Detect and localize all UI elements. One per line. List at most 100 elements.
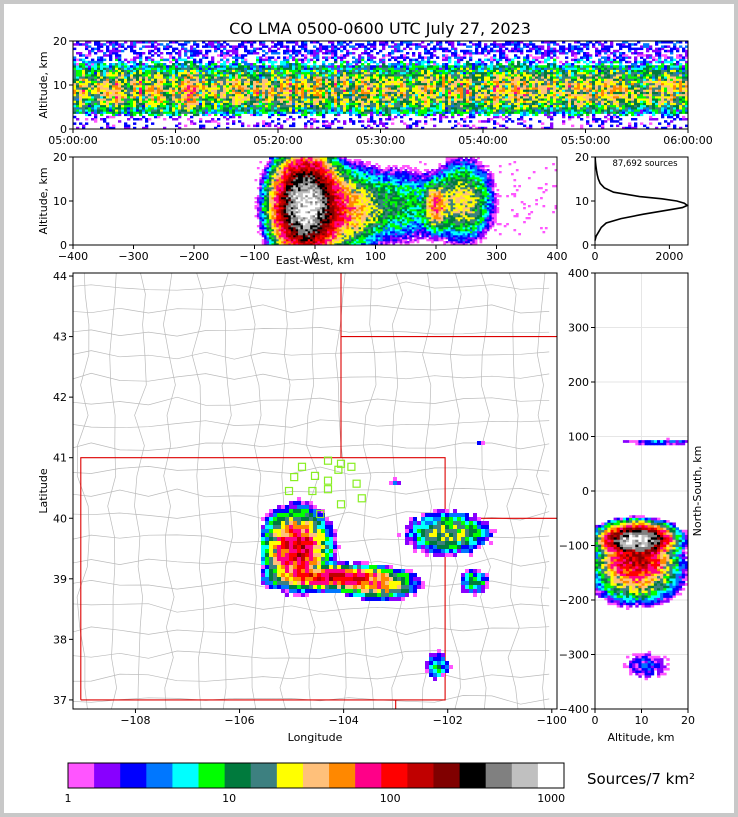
time-altitude-cell	[139, 85, 143, 88]
time-altitude-cell	[193, 63, 197, 66]
time-altitude-cell	[442, 91, 446, 95]
time-altitude-cell	[271, 63, 275, 66]
time-altitude-cell	[328, 71, 332, 75]
time-altitude-cell	[193, 98, 197, 101]
time-altitude-cell	[430, 102, 434, 106]
time-altitude-cell	[112, 45, 116, 48]
time-altitude-cell	[430, 107, 434, 110]
time-altitude-cell	[511, 49, 515, 53]
time-altitude-cell	[283, 102, 287, 106]
time-altitude-cell	[100, 87, 104, 90]
time-altitude-cell	[514, 89, 518, 92]
time-altitude-cell	[238, 69, 242, 73]
time-altitude-cell	[238, 109, 242, 112]
time-altitude-cell	[532, 71, 536, 75]
time-altitude-cell	[472, 113, 476, 117]
time-altitude-cell	[532, 104, 536, 108]
time-altitude-cell	[370, 49, 374, 53]
time-altitude-cell	[190, 104, 194, 108]
time-altitude-cell	[190, 63, 194, 66]
time-altitude-cell	[205, 63, 209, 66]
time-altitude-cell	[244, 87, 248, 90]
time-altitude-cell	[358, 89, 362, 92]
time-altitude-cell	[118, 100, 122, 103]
time-altitude-cell	[367, 87, 371, 90]
time-altitude-cell	[250, 111, 254, 114]
time-altitude-cell	[505, 93, 509, 97]
time-altitude-cell	[286, 67, 290, 70]
time-altitude-cell	[193, 87, 197, 90]
time-altitude-cell	[259, 93, 263, 97]
time-altitude-cell	[109, 109, 113, 112]
time-altitude-cell	[472, 115, 476, 119]
time-altitude-cell	[394, 80, 398, 84]
time-altitude-cell	[151, 122, 155, 125]
time-altitude-cell	[181, 102, 185, 106]
time-altitude-cell	[124, 98, 128, 101]
time-altitude-cell	[481, 93, 485, 97]
time-altitude-cell	[529, 104, 533, 108]
time-altitude-cell	[280, 107, 284, 110]
time-altitude-cell	[547, 63, 551, 66]
time-altitude-cell	[331, 71, 335, 75]
time-altitude-cell	[442, 111, 446, 114]
time-altitude-cell	[397, 100, 401, 103]
time-altitude-cell	[388, 58, 392, 62]
time-altitude-cell	[385, 98, 389, 101]
time-altitude-cell	[250, 45, 254, 48]
time-altitude-cell	[331, 74, 335, 77]
time-altitude-cell	[238, 67, 242, 70]
time-altitude-cell	[79, 71, 83, 75]
time-altitude-cell	[244, 111, 248, 114]
time-altitude-cell	[181, 93, 185, 97]
time-altitude-cell	[400, 49, 404, 53]
time-altitude-cell	[400, 43, 404, 46]
time-altitude-cell	[523, 71, 527, 75]
time-altitude-cell	[130, 49, 134, 53]
time-altitude-cell	[184, 93, 188, 97]
time-altitude-cell	[508, 118, 512, 121]
time-altitude-cell	[319, 104, 323, 108]
time-altitude-cell	[217, 87, 221, 90]
time-altitude-cell	[523, 120, 527, 123]
time-altitude-cell	[127, 93, 131, 97]
time-altitude-cell	[214, 80, 218, 84]
time-altitude-cell	[115, 49, 119, 53]
time-altitude-cell	[145, 71, 149, 75]
time-altitude-cell	[367, 74, 371, 77]
time-altitude-cell	[469, 63, 473, 66]
time-altitude-cell	[406, 45, 410, 48]
time-altitude-cell	[550, 118, 554, 121]
time-altitude-cell	[481, 76, 485, 79]
time-altitude-cell	[445, 74, 449, 77]
time-altitude-cell	[376, 89, 380, 92]
time-altitude-cell	[199, 69, 203, 73]
time-altitude-cell	[562, 78, 566, 81]
time-altitude-cell	[331, 69, 335, 73]
time-altitude-cell	[466, 104, 470, 108]
time-altitude-cell	[493, 58, 497, 62]
time-altitude-cell	[511, 67, 515, 70]
time-altitude-cell	[373, 102, 377, 106]
time-altitude-cell	[373, 89, 377, 92]
time-altitude-cell	[298, 76, 302, 79]
time-altitude-cell	[163, 74, 167, 77]
time-altitude-cell	[139, 58, 143, 62]
time-altitude-cell	[562, 102, 566, 106]
time-altitude-cell	[331, 93, 335, 97]
time-altitude-cell	[139, 76, 143, 79]
time-altitude-cell	[175, 58, 179, 62]
time-altitude-cell	[355, 96, 359, 99]
time-altitude-cell	[409, 126, 413, 130]
time-altitude-cell	[421, 69, 425, 73]
time-altitude-cell	[388, 89, 392, 92]
time-altitude-cell	[457, 56, 461, 59]
time-altitude-cell	[490, 89, 494, 92]
time-altitude-cell	[193, 93, 197, 97]
time-altitude-cell	[154, 69, 158, 73]
time-altitude-cell	[172, 74, 176, 77]
time-altitude-cell	[493, 89, 497, 92]
time-altitude-cell	[154, 96, 158, 99]
time-altitude-cell	[520, 111, 524, 114]
time-altitude-cell	[370, 78, 374, 81]
